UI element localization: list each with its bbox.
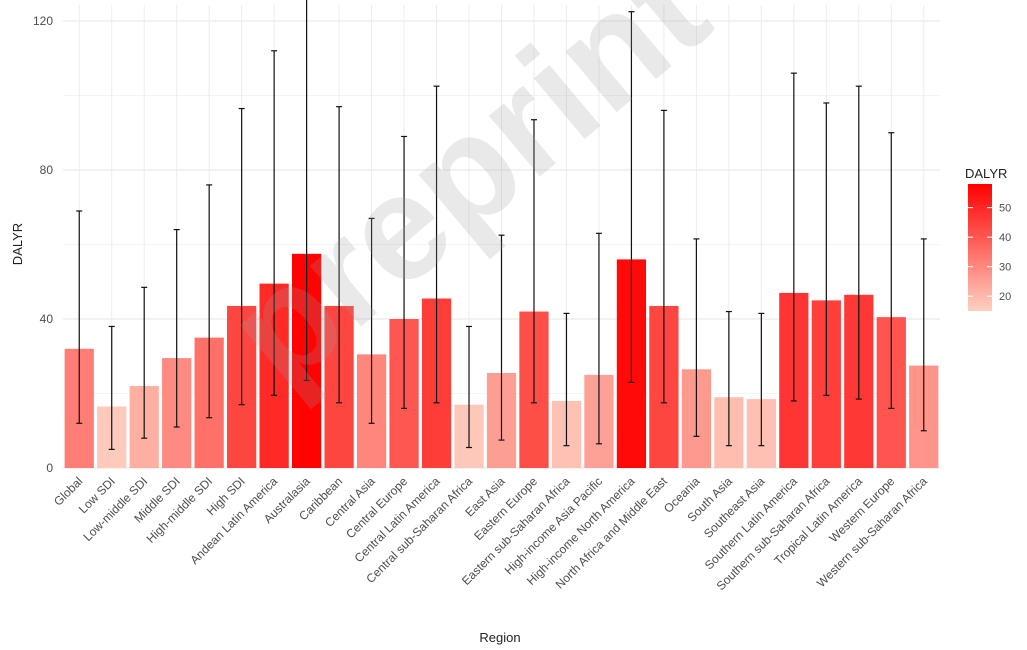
error-bar [920, 238, 927, 432]
error-bar [433, 85, 440, 404]
legend-ticks: 20 30 40 50 [968, 203, 1011, 303]
error-bar [368, 217, 375, 424]
error-bar [628, 11, 635, 383]
error-bar [173, 229, 180, 428]
legend-colorbar [968, 184, 992, 311]
error-bar [595, 232, 602, 445]
error-bar [693, 238, 700, 437]
error-bar [758, 312, 765, 447]
error-bar [790, 72, 797, 402]
error-bar [108, 325, 115, 450]
error-bar [466, 325, 473, 449]
y-tick-label: 120 [33, 14, 53, 28]
error-bar [725, 310, 732, 447]
error-bar [141, 286, 148, 439]
x-axis-title: Region [479, 630, 520, 645]
color-legend: DALYR 20 30 40 50 [965, 166, 1011, 311]
error-bar [563, 312, 570, 447]
y-axis-ticks: 0 40 80 120 [33, 14, 53, 475]
error-bar [271, 50, 278, 396]
error-bar [336, 106, 343, 404]
error-bar [401, 135, 408, 409]
y-axis-title: DALYR [10, 223, 25, 265]
legend-tick-label: 50 [999, 203, 1011, 215]
legend-title: DALYR [965, 166, 1007, 181]
error-bar [530, 119, 537, 404]
error-bar [206, 184, 213, 419]
error-bar [498, 234, 505, 441]
error-bar [303, 0, 310, 382]
error-bars-layer [76, 0, 927, 450]
error-bar [823, 102, 830, 396]
y-tick-label: 0 [46, 461, 53, 475]
legend-tick-label: 30 [999, 262, 1011, 274]
error-bar [855, 85, 862, 400]
error-bar [76, 210, 83, 424]
error-bar [660, 109, 667, 404]
legend-tick-label: 20 [999, 291, 1011, 303]
y-tick-label: 80 [40, 163, 54, 177]
y-tick-label: 40 [40, 312, 54, 326]
legend-tick-label: 40 [999, 232, 1011, 244]
error-bar [888, 132, 895, 409]
error-bar [238, 107, 245, 406]
